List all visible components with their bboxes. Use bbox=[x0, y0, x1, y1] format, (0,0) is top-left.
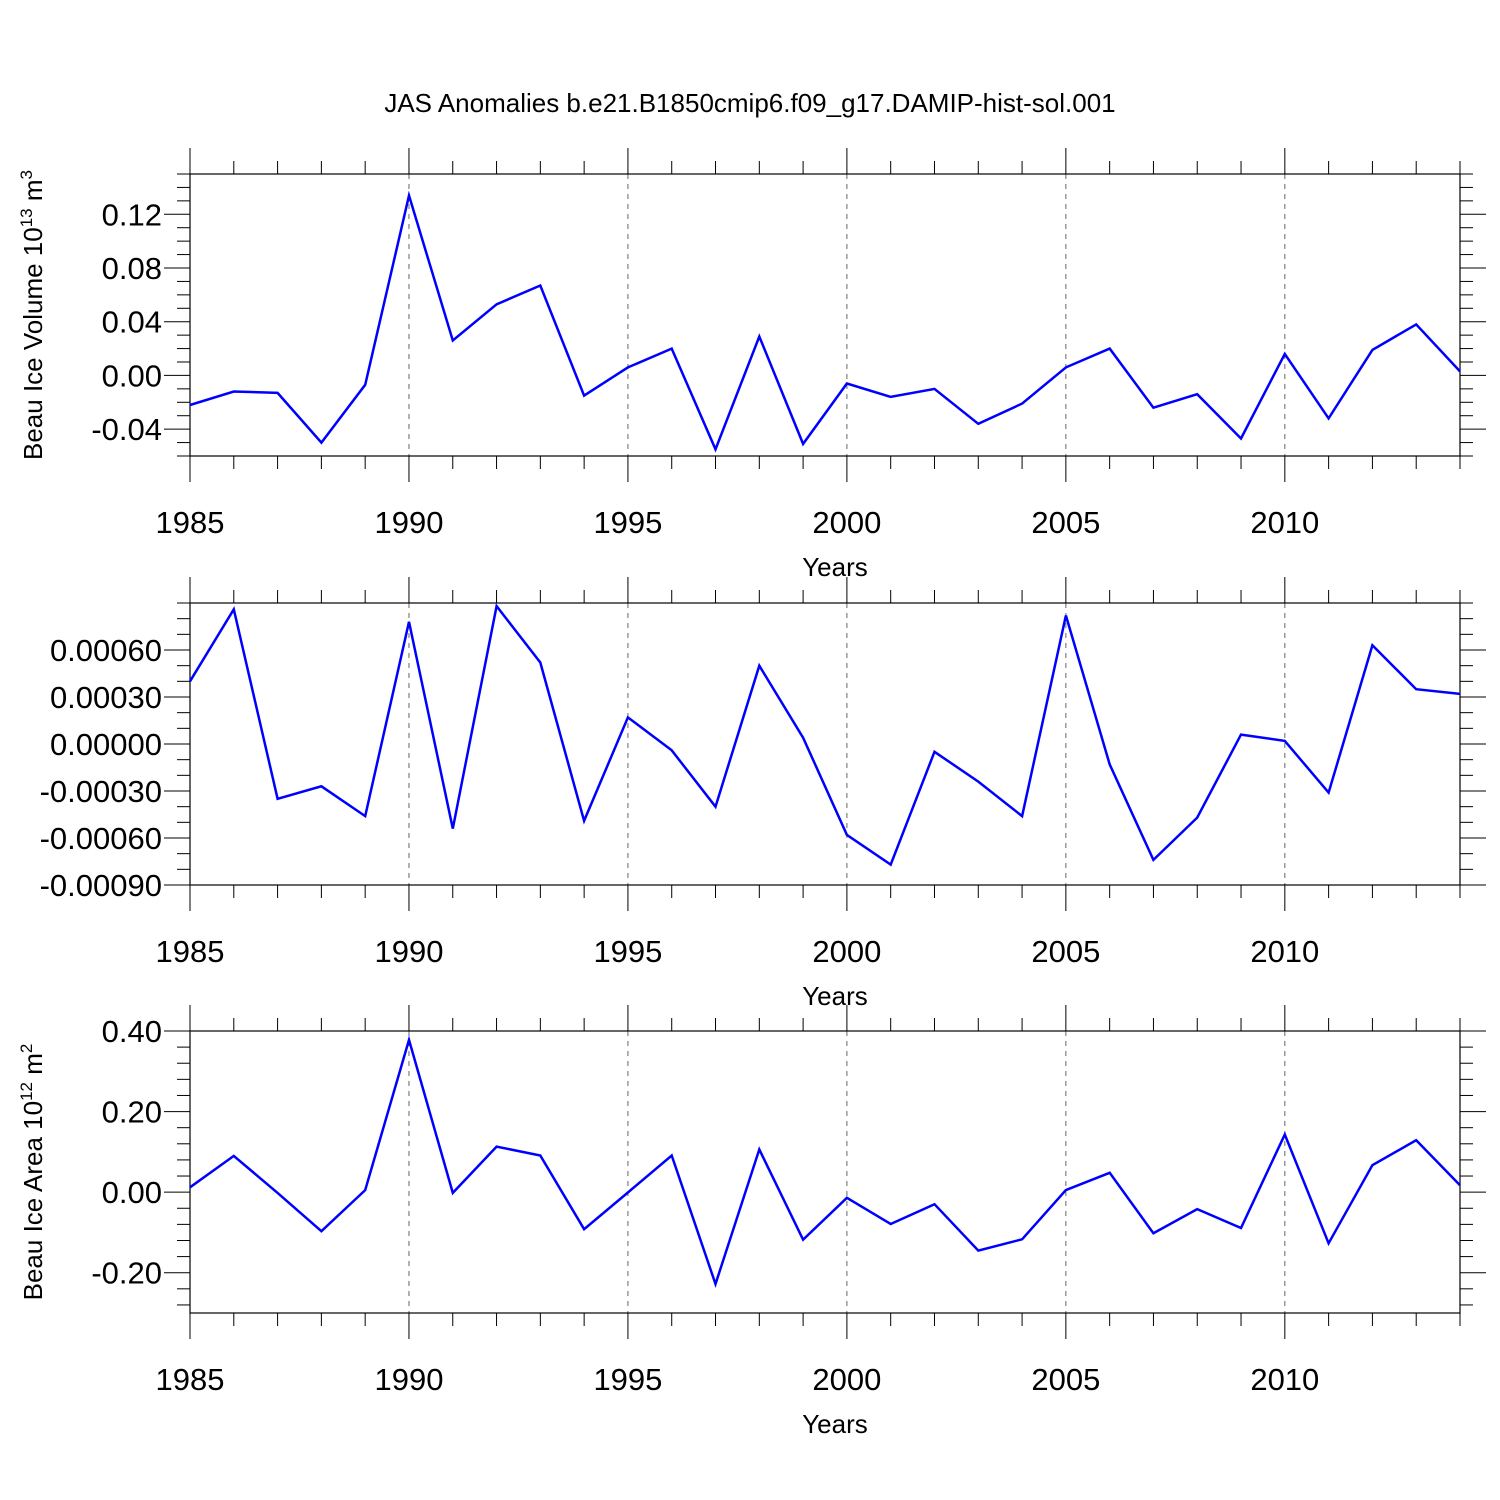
plot-frame bbox=[189, 602, 1461, 886]
y-tick-label: 0.40 bbox=[102, 1014, 162, 1049]
x-tick-label: 2005 bbox=[1031, 505, 1100, 540]
y-tick-label: 0.00030 bbox=[50, 680, 162, 715]
y-axis-label-text: Beau Ice Volume 10 bbox=[18, 227, 48, 460]
x-tick-label: 2005 bbox=[1031, 934, 1100, 969]
x-tick-label: 1990 bbox=[374, 934, 443, 969]
y-tick-label: 0.12 bbox=[102, 197, 162, 232]
series-line bbox=[188, 603, 1461, 867]
y-tick-label: 0.00060 bbox=[50, 633, 162, 668]
x-tick-label: 2010 bbox=[1250, 1362, 1319, 1397]
y-axis-label-text: Beau Ice Area 10 bbox=[18, 1101, 48, 1300]
y-tick-label: -0.20 bbox=[91, 1256, 162, 1291]
y-axis-label-superscript: 12 bbox=[17, 1082, 36, 1101]
x-tick-label: 2000 bbox=[812, 1362, 881, 1397]
x-tick-label: 1990 bbox=[374, 505, 443, 540]
x-axis-label: Years bbox=[802, 981, 868, 1011]
x-tick-label: 1985 bbox=[156, 1362, 225, 1397]
y-tick-label: 0.04 bbox=[102, 305, 162, 340]
y-tick-label: -0.00060 bbox=[40, 821, 162, 856]
x-tick-label: 1990 bbox=[374, 1362, 443, 1397]
y-tick-label: -0.00030 bbox=[40, 774, 162, 809]
x-tick-label: 2000 bbox=[812, 934, 881, 969]
y-axis-label-superscript: 2 bbox=[17, 1044, 36, 1053]
x-axis-label: Years bbox=[802, 1409, 868, 1439]
plot-frame bbox=[189, 1030, 1461, 1314]
y-axis-label: Beau Ice Area 1012 m2 bbox=[17, 1044, 48, 1301]
panel-middle: -0.00090 -0.00060 -0.00030 0.00000 0.00030 0.… bbox=[40, 577, 1486, 1011]
figure-title: JAS Anomalies b.e21.B1850cmip6.f09_g17.D… bbox=[384, 88, 1115, 118]
y-tick-label: 0.00000 bbox=[50, 727, 162, 762]
x-tick-label: 1995 bbox=[593, 1362, 662, 1397]
y-axis-label-superscript: 3 bbox=[17, 170, 36, 179]
y-tick-label: 0.20 bbox=[102, 1095, 162, 1130]
x-tick-label: 1995 bbox=[593, 505, 662, 540]
y-tick-label: -0.04 bbox=[91, 412, 162, 447]
y-tick-label: -0.00090 bbox=[40, 868, 162, 903]
y-axis-label-text: m bbox=[18, 179, 48, 208]
x-tick-label: 2005 bbox=[1031, 1362, 1100, 1397]
x-tick-label: 1995 bbox=[593, 934, 662, 969]
x-tick-label: 2000 bbox=[812, 505, 881, 540]
x-tick-label: 2010 bbox=[1250, 505, 1319, 540]
x-axis-label: Years bbox=[802, 552, 868, 582]
plot-frame bbox=[189, 173, 1461, 457]
series-line bbox=[189, 1035, 1461, 1288]
y-tick-label: 0.00 bbox=[102, 1175, 162, 1210]
y-tick-label: 0.00 bbox=[102, 358, 162, 393]
y-axis-label: Beau Ice Volume 1013 m3 bbox=[17, 170, 48, 460]
y-tick-label: 0.08 bbox=[102, 251, 162, 286]
x-tick-label: 1985 bbox=[156, 505, 225, 540]
y-axis-label-text: m bbox=[18, 1053, 48, 1082]
x-tick-label: 2010 bbox=[1250, 934, 1319, 969]
panel-volume: -0.04 0.00 0.04 0.08 0.12 1985 1990 1995 2000 200… bbox=[17, 148, 1486, 582]
y-axis-label-superscript: 13 bbox=[17, 208, 36, 227]
series-line bbox=[189, 190, 1461, 453]
x-tick-label: 1985 bbox=[156, 934, 225, 969]
panel-area: -0.20 0.00 0.20 0.40 1985 1990 1995 2000 2005 201… bbox=[17, 1005, 1486, 1439]
